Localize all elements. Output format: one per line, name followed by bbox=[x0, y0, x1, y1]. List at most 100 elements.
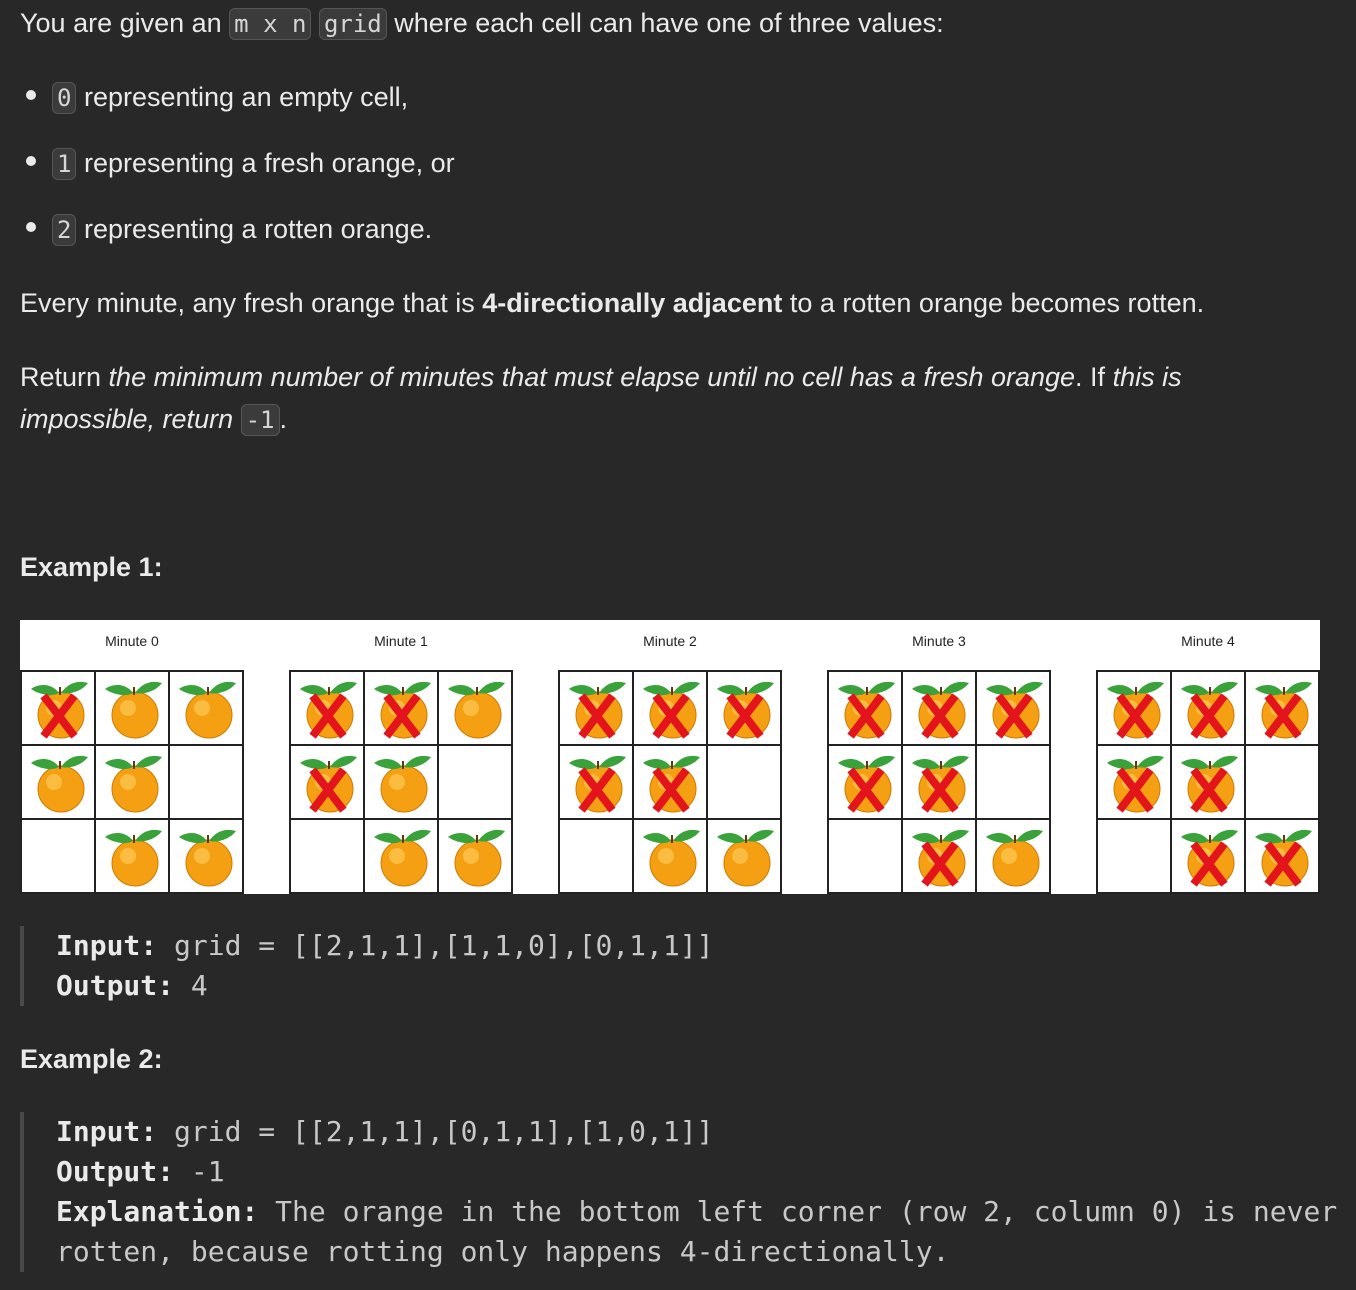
grid-cell bbox=[1170, 818, 1246, 894]
grid-cell bbox=[706, 670, 782, 746]
fresh-orange-icon bbox=[448, 681, 505, 739]
rotten-orange-icon bbox=[374, 681, 431, 739]
grid-cell bbox=[558, 744, 634, 820]
grid-cell bbox=[975, 670, 1051, 746]
grid-cell bbox=[94, 818, 170, 894]
grid-cell bbox=[1244, 818, 1320, 894]
rotten-orange-icon bbox=[569, 755, 626, 813]
input-label: Input: bbox=[56, 1115, 158, 1148]
grid-cell bbox=[437, 744, 513, 820]
grid-cell bbox=[558, 818, 634, 894]
minute-label: Minute 0 bbox=[105, 633, 159, 649]
code-minus-one: -1 bbox=[240, 404, 280, 436]
grid-cell bbox=[632, 818, 708, 894]
grid-cell bbox=[827, 818, 903, 894]
rotten-orange-icon bbox=[1107, 681, 1164, 739]
list-item-text: representing a fresh orange, or bbox=[76, 148, 455, 178]
values-list: 0 representing an empty cell, 1 represen… bbox=[20, 76, 455, 274]
fresh-orange-icon bbox=[717, 829, 774, 887]
output-value: -1 bbox=[174, 1155, 225, 1188]
intro-text: You are given an bbox=[20, 8, 230, 38]
fresh-orange-icon bbox=[105, 829, 162, 887]
list-item-text: representing a rotten orange. bbox=[76, 214, 433, 244]
grid-cell bbox=[1170, 670, 1246, 746]
minute-panel: Minute 2 bbox=[558, 620, 782, 894]
grid-cell bbox=[827, 670, 903, 746]
rotten-orange-icon bbox=[912, 755, 969, 813]
orange-grid bbox=[1096, 670, 1320, 894]
list-item: 0 representing an empty cell, bbox=[20, 76, 455, 142]
grid-cell bbox=[168, 744, 244, 820]
rotten-orange-icon bbox=[838, 681, 895, 739]
fresh-orange-icon bbox=[105, 755, 162, 813]
return-text: Return bbox=[20, 362, 109, 392]
grid-cell bbox=[975, 744, 1051, 820]
code-mxn: m x n bbox=[229, 8, 312, 40]
orange-grid bbox=[827, 670, 1051, 894]
grid-cell bbox=[1096, 670, 1172, 746]
grid-cell bbox=[706, 818, 782, 894]
grid-cell bbox=[632, 670, 708, 746]
rotten-orange-icon bbox=[643, 681, 700, 739]
rotten-orange-icon bbox=[1255, 829, 1312, 887]
grid-cell bbox=[289, 744, 365, 820]
grid-cell bbox=[558, 670, 634, 746]
minute-panel: Minute 4 bbox=[1096, 620, 1320, 894]
grid-cell bbox=[706, 744, 782, 820]
minute-label: Minute 2 bbox=[643, 633, 697, 649]
rotten-orange-icon bbox=[1181, 755, 1238, 813]
fresh-orange-icon bbox=[448, 829, 505, 887]
grid-cell bbox=[168, 818, 244, 894]
return-paragraph: Return the minimum number of minutes tha… bbox=[20, 356, 1320, 441]
grid-cell bbox=[20, 670, 96, 746]
fresh-orange-icon bbox=[374, 829, 431, 887]
rotten-orange-icon bbox=[643, 755, 700, 813]
grid-cell bbox=[94, 744, 170, 820]
rotten-orange-icon bbox=[569, 681, 626, 739]
code-grid: grid bbox=[318, 8, 387, 40]
return-text-mid: . If bbox=[1075, 362, 1113, 392]
explanation-text-2: rotten, because rotting only happens 4-d… bbox=[56, 1235, 950, 1268]
grid-cell bbox=[20, 818, 96, 894]
bullet-icon bbox=[26, 222, 36, 232]
orange-grid bbox=[20, 670, 244, 894]
output-value: 4 bbox=[174, 969, 208, 1002]
minute-label: Minute 4 bbox=[1181, 633, 1235, 649]
example-1-block: Input: grid = [[2,1,1],[1,1,0],[0,1,1]] … bbox=[20, 926, 713, 1006]
grid-cell bbox=[437, 818, 513, 894]
return-text-end: . bbox=[279, 404, 288, 434]
fresh-orange-icon bbox=[105, 681, 162, 739]
rotten-orange-icon bbox=[1181, 829, 1238, 887]
minute-panel: Minute 1 bbox=[289, 620, 513, 894]
rotten-orange-icon bbox=[838, 755, 895, 813]
fresh-orange-icon bbox=[31, 755, 88, 813]
rotten-orange-icon bbox=[1107, 755, 1164, 813]
grid-cell bbox=[901, 670, 977, 746]
rotten-orange-icon bbox=[912, 681, 969, 739]
code-value: 1 bbox=[52, 148, 77, 180]
example-2-block: Input: grid = [[2,1,1],[0,1,1],[1,0,1]] … bbox=[20, 1112, 1356, 1272]
rule-text-end: to a rotten orange becomes rotten. bbox=[782, 288, 1205, 318]
orange-grid bbox=[289, 670, 513, 894]
bullet-icon bbox=[26, 156, 36, 166]
fresh-orange-icon bbox=[643, 829, 700, 887]
grid-cell bbox=[1096, 744, 1172, 820]
minute-panel: Minute 3 bbox=[827, 620, 1051, 894]
grid-cell bbox=[363, 744, 439, 820]
fresh-orange-icon bbox=[374, 755, 431, 813]
grid-cell bbox=[632, 744, 708, 820]
example-1-title: Example 1: bbox=[20, 552, 163, 582]
grid-cell bbox=[1244, 744, 1320, 820]
intro-text-end: where each cell can have one of three va… bbox=[386, 8, 944, 38]
fresh-orange-icon bbox=[179, 829, 236, 887]
code-value: 2 bbox=[52, 214, 77, 246]
list-item: 1 representing a fresh orange, or bbox=[20, 142, 455, 208]
rotten-orange-icon bbox=[300, 755, 357, 813]
minute-label: Minute 1 bbox=[374, 633, 428, 649]
grid-cell bbox=[289, 818, 365, 894]
rule-bold: 4-directionally adjacent bbox=[482, 288, 783, 318]
list-item: 2 representing a rotten orange. bbox=[20, 208, 455, 274]
grid-cell bbox=[1244, 670, 1320, 746]
rotten-orange-icon bbox=[1181, 681, 1238, 739]
grid-cell bbox=[975, 818, 1051, 894]
